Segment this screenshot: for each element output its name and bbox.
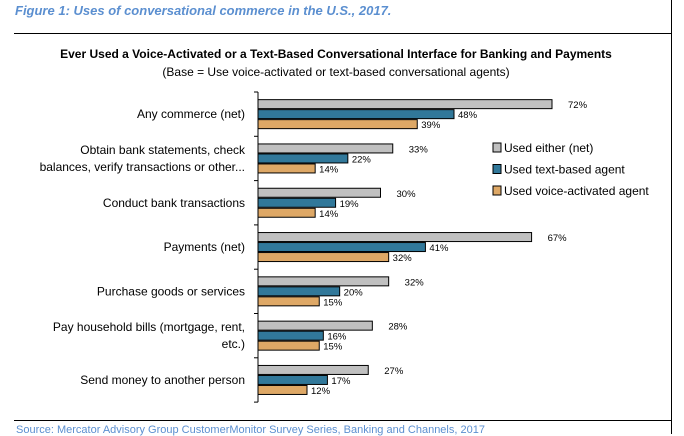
category-label: Send money to another person [80, 373, 245, 387]
bar-text [257, 242, 426, 253]
bar-voice [257, 207, 316, 218]
data-label: 19% [340, 199, 360, 210]
bar-voice [257, 163, 316, 174]
category-label: Obtain bank statements, check [80, 143, 246, 157]
data-label: 17% [331, 376, 351, 387]
bar-either [257, 320, 373, 331]
data-label: 15% [323, 342, 343, 353]
bar-either [257, 187, 381, 198]
bar-voice [257, 384, 308, 395]
data-label: 39% [421, 120, 441, 131]
data-label: 16% [327, 332, 347, 343]
data-label: 33% [409, 144, 429, 155]
bar-chart: Ever Used a Voice-Activated or a Text-Ba… [40, 47, 649, 403]
category-label: Purchase goods or services [97, 284, 245, 298]
bar-either [257, 276, 390, 287]
bar-text [257, 197, 337, 208]
data-label: 28% [388, 322, 408, 333]
source-note: Source: Mercator Advisory Group Customer… [16, 424, 485, 436]
legend-label: Used voice-activated agent [504, 184, 649, 198]
top-divider [14, 33, 672, 34]
bar-voice [257, 252, 390, 263]
data-label: 27% [384, 366, 404, 377]
bar-text [257, 109, 455, 120]
data-label: 48% [458, 110, 478, 121]
legend-swatch [492, 185, 502, 196]
category-label: Payments (net) [164, 240, 245, 254]
category-label: balances, verify transactions or other..… [40, 160, 245, 174]
data-label: 22% [352, 154, 372, 165]
category-label: etc.) [222, 337, 245, 351]
bar-voice [257, 119, 418, 130]
legend-swatch [492, 164, 502, 174]
chart-subtitle: (Base = Use voice-activated or text-base… [162, 65, 509, 79]
category-label: Conduct bank transactions [103, 196, 245, 210]
figure-caption: Figure 1: Uses of conversational commerc… [15, 3, 392, 18]
bar-voice [257, 340, 320, 351]
data-label: 41% [429, 243, 449, 254]
bar-either [257, 364, 369, 375]
data-label: 14% [319, 164, 339, 175]
data-label: 72% [568, 100, 588, 111]
data-label: 12% [311, 386, 331, 397]
data-label: 32% [405, 277, 425, 288]
data-label: 67% [548, 233, 568, 244]
data-label: 32% [393, 253, 413, 264]
legend-swatch [492, 142, 502, 153]
chart-title: Ever Used a Voice-Activated or a Text-Ba… [60, 47, 612, 61]
bar-text [257, 374, 328, 385]
legend-label: Used text-based agent [504, 163, 625, 177]
bar-text [257, 330, 324, 341]
bar-text [257, 286, 341, 297]
data-label: 30% [397, 189, 417, 200]
bar-either [257, 232, 533, 243]
category-label: Any commerce (net) [137, 107, 245, 121]
right-border [671, 0, 672, 434]
bar-either [257, 99, 553, 110]
bar-either [257, 143, 394, 154]
data-label: 14% [319, 209, 339, 220]
category-label: Pay household bills (mortgage, rent, [53, 320, 245, 334]
legend-label: Used either (net) [504, 141, 593, 155]
data-label: 15% [323, 297, 343, 308]
bar-text [257, 153, 349, 164]
data-label: 20% [344, 287, 364, 298]
bottom-divider [14, 420, 672, 421]
bar-voice [257, 296, 320, 307]
